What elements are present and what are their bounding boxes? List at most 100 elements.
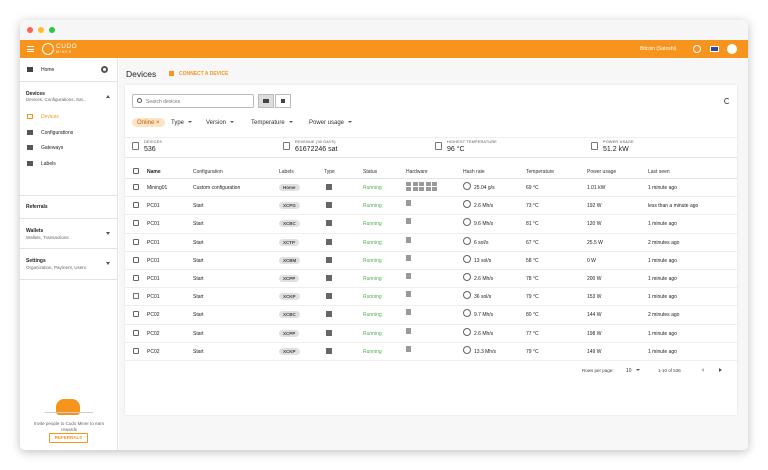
device-name[interactable]: PC01 [147, 257, 160, 264]
row-checkbox[interactable] [133, 329, 139, 336]
filter-chip[interactable]: Online × [132, 118, 165, 127]
power-usage: 25.5 W [587, 239, 603, 246]
row-checkbox[interactable] [133, 220, 139, 227]
max-dot[interactable] [49, 27, 55, 33]
row-divider [125, 232, 737, 234]
nav-item[interactable]: Configurations [41, 129, 74, 136]
label-chip: XCPG [279, 202, 300, 210]
status: Running [363, 348, 382, 355]
row-checkbox[interactable] [133, 275, 139, 281]
column-header[interactable]: Hash rate [463, 169, 485, 175]
account-icon[interactable] [727, 44, 737, 54]
stat-icon [132, 142, 139, 150]
next-page[interactable] [719, 368, 724, 372]
settings-icon[interactable] [101, 66, 108, 73]
row-checkbox[interactable] [133, 347, 139, 354]
filter-dropdown[interactable]: Version [206, 120, 234, 126]
referrals-button[interactable]: REFERRALS [49, 433, 88, 443]
device-name[interactable]: Mining01 [147, 185, 168, 191]
column-header[interactable]: Power usage [587, 169, 617, 175]
nav-item[interactable]: Devices [41, 114, 59, 120]
column-header[interactable]: Labels [279, 169, 294, 175]
type-icon [326, 238, 332, 245]
status: Running [363, 203, 382, 210]
nav-wallets[interactable]: Wallets [26, 228, 44, 234]
nav-settings[interactable]: Settings [26, 258, 46, 264]
coin-icon [463, 254, 471, 263]
nav-home[interactable]: Home [41, 67, 55, 73]
hash-rate: 6 sol/s [474, 239, 489, 246]
status: Running [363, 239, 382, 246]
column-header[interactable]: Configuration [193, 169, 223, 175]
hash-rate: 25.04 g/s [474, 185, 495, 191]
help-icon[interactable] [693, 45, 701, 53]
column-header[interactable]: Temperature [526, 169, 555, 175]
flag-icon[interactable] [710, 46, 719, 52]
prev-page[interactable] [699, 368, 704, 372]
device-name[interactable]: PC02 [147, 348, 160, 355]
search-box[interactable]: Search devices [132, 94, 254, 108]
nav-item[interactable]: Gateways [41, 145, 64, 151]
column-header[interactable]: Name [147, 169, 161, 175]
row-checkbox[interactable] [133, 311, 139, 318]
configuration: Start [193, 348, 204, 355]
expand-icon[interactable] [106, 262, 110, 267]
hardware-icon [406, 345, 411, 352]
last-seen: less than a minute ago [648, 203, 699, 210]
temperature: 81 °C [526, 221, 539, 228]
hardware-icon [406, 236, 411, 243]
column-header[interactable]: Status [363, 169, 378, 175]
select-all-checkbox[interactable] [133, 168, 139, 174]
divider [20, 195, 118, 196]
device-name[interactable]: PC01 [147, 294, 160, 301]
stat-label: HIGHEST TEMPERATURE [447, 140, 498, 144]
row-checkbox[interactable] [133, 293, 139, 300]
device-name[interactable]: PC02 [147, 330, 160, 337]
collapse-icon[interactable] [106, 93, 110, 98]
title-bar [20, 20, 748, 40]
column-header[interactable]: Type [324, 169, 335, 175]
device-name[interactable]: PC01 [147, 203, 160, 210]
filter-dropdown[interactable]: Power usage [309, 120, 352, 126]
divider [125, 157, 737, 158]
nav-item[interactable]: Labels [41, 160, 56, 167]
row-checkbox[interactable] [133, 202, 139, 209]
filter-dropdown[interactable]: Type [171, 120, 192, 126]
expand-icon[interactable] [106, 232, 110, 237]
nav-referrals[interactable]: Referrals [26, 204, 48, 210]
rows-per-page-select[interactable]: 10 [626, 368, 640, 374]
filter-dropdown[interactable]: Temperature [251, 120, 293, 126]
row-checkbox[interactable] [133, 256, 139, 263]
device-name[interactable]: PC01 [147, 221, 160, 228]
connect-button[interactable]: CONNECT A DEVICE [179, 71, 229, 77]
min-dot[interactable] [38, 27, 44, 33]
power-usage: 1.01 kW [587, 185, 606, 191]
refresh-icon[interactable] [724, 98, 730, 104]
column-header[interactable]: Hardware [406, 169, 428, 175]
stat-icon [591, 142, 598, 150]
nav-devices-group[interactable]: Devices [26, 91, 45, 97]
menu-icon[interactable] [27, 46, 34, 52]
row-divider [125, 341, 737, 343]
device-name[interactable]: PC01 [147, 276, 160, 282]
column-header[interactable]: Last seen [648, 169, 670, 175]
temperature: 58 °C [526, 257, 539, 264]
currency[interactable]: Bitcoin (Satoshi) [640, 46, 677, 52]
nav-wallets-sub: Wallets, Transactions [26, 235, 69, 240]
device-name[interactable]: PC01 [147, 239, 160, 246]
close-dot[interactable] [27, 27, 33, 33]
configuration: Start [193, 294, 204, 301]
device-name[interactable]: PC02 [147, 312, 160, 319]
type-icon [326, 347, 332, 354]
coin-icon [463, 309, 471, 318]
devices-card: Search devices Online × Type Version Temper… [125, 85, 737, 415]
coin-icon [463, 291, 471, 300]
last-seen: 2 minutes ago [648, 239, 680, 246]
temperature: 79 °C [526, 348, 539, 355]
search-icon [137, 98, 142, 103]
grid-view-toggle[interactable] [275, 94, 291, 108]
row-checkbox[interactable] [133, 184, 139, 190]
list-view-toggle[interactable] [258, 94, 274, 108]
row-checkbox[interactable] [133, 238, 139, 245]
